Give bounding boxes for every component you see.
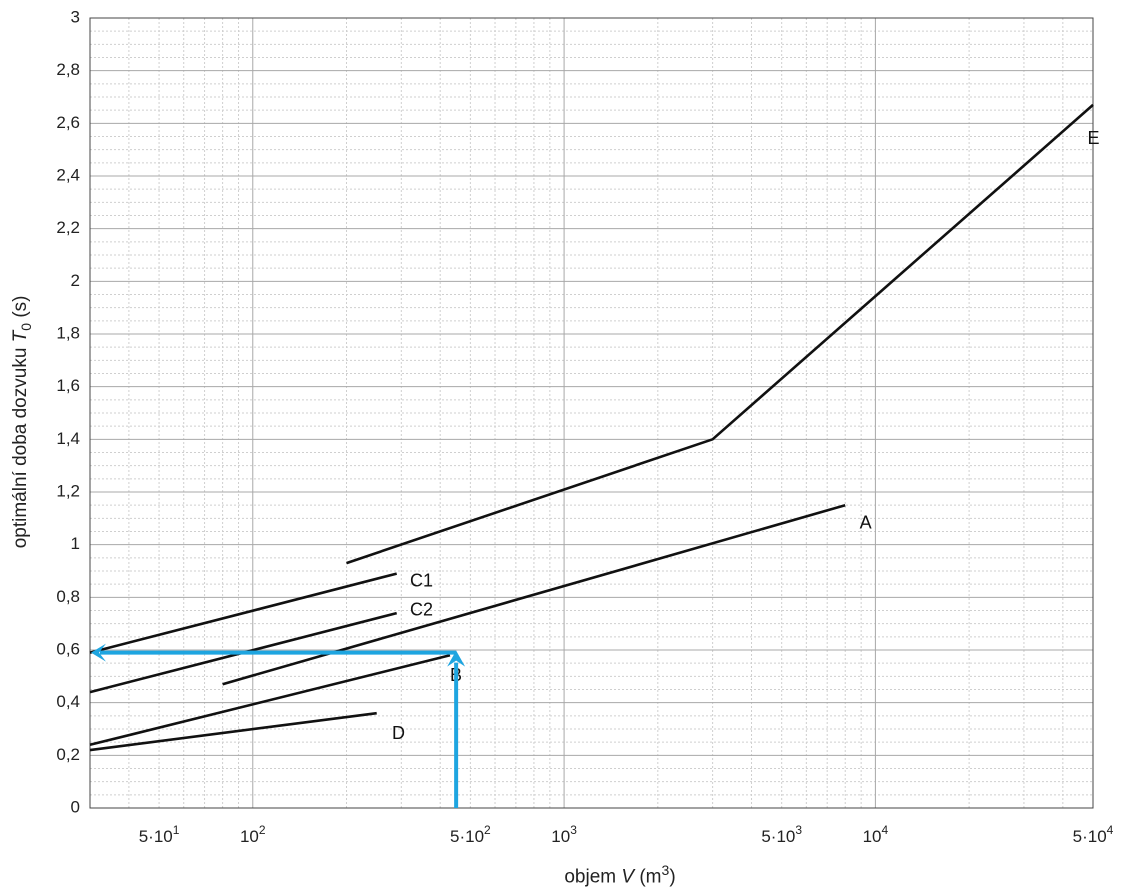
x-tick-label: 5·104 [1073, 823, 1114, 846]
y-tick-label: 2,2 [56, 218, 80, 237]
y-tick-label: 0,6 [56, 639, 80, 658]
x-tick-label: 102 [240, 823, 266, 846]
y-tick-label: 2,4 [56, 165, 80, 184]
series-line-e [346, 103, 1094, 565]
y-tick-label: 1,6 [56, 376, 80, 395]
curve-label-e: E [1087, 128, 1099, 148]
y-tick-labels: 0 0,2 0,4 0,6 0,8 1 1,2 1,4 1,6 1,8 2 2,2 2,4 2,6 2,8 3 [56, 7, 80, 816]
y-tick-label: 0,4 [56, 692, 80, 711]
x-tick-label: 103 [551, 823, 577, 846]
curve-label-d: D [392, 723, 405, 743]
curve-label-a: A [860, 512, 872, 532]
plot-border [89, 17, 1094, 809]
y-tick-label: 1,2 [56, 481, 80, 500]
x-tick-label: 104 [863, 823, 889, 846]
y-tick-label: 1,4 [56, 429, 80, 448]
series-line-c1 [89, 572, 398, 654]
y-tick-label: 3 [71, 7, 80, 26]
annotation-arrows [91, 643, 466, 808]
x-tick-label: 5·101 [139, 823, 180, 846]
minor-grid [90, 18, 1093, 808]
arrow-vertical-head [447, 650, 466, 667]
curve-labels: EAC1C2BD [392, 128, 1100, 743]
curve-label-c2: C2 [410, 599, 433, 619]
y-tick-label: 2 [71, 271, 80, 290]
x-tick-label: 5·103 [761, 823, 802, 846]
x-tick-labels: 5·101 102 5·102 103 5·103 104 5·104 [139, 823, 1114, 846]
arrow-horizontal-head [91, 643, 106, 662]
x-tick-label: 5·102 [450, 823, 491, 846]
y-tick-label: 0,8 [56, 587, 80, 606]
x-axis-label: objem V (m3) [564, 862, 676, 888]
y-tick-label: 2,8 [56, 60, 80, 79]
plot-frame [89, 17, 1094, 809]
y-tick-label: 1 [71, 534, 80, 553]
series-line-d [89, 711, 377, 752]
y-tick-label: 0,2 [56, 745, 80, 764]
series-line-b [89, 654, 451, 747]
y-tick-label: 0 [71, 797, 80, 816]
y-tick-label: 1,8 [56, 323, 80, 342]
y-axis-label: optimální doba dozvuku T0 (s) [10, 295, 34, 549]
y-tick-label: 2,6 [56, 113, 80, 132]
curve-label-c1: C1 [410, 570, 433, 590]
